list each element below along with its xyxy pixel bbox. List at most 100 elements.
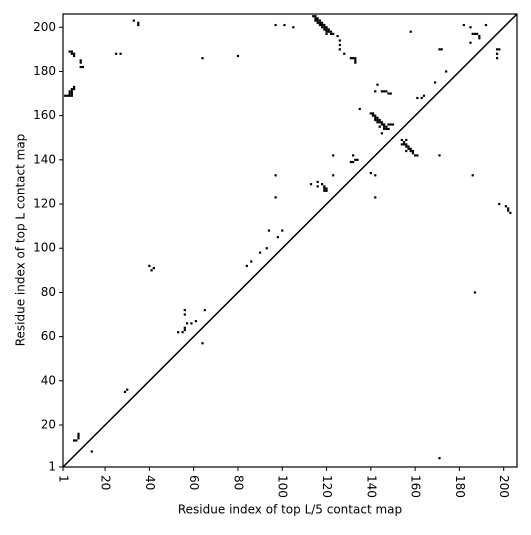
contact-cell <box>70 94 73 97</box>
contact-cell <box>150 269 153 272</box>
contact-cell <box>323 26 326 29</box>
y-axis-label: Residue index of top L contact map <box>14 134 28 347</box>
contact-cell <box>325 26 328 29</box>
contact-cell <box>387 123 390 126</box>
contact-cell <box>411 149 415 153</box>
x-tick-label: 140 <box>364 475 378 498</box>
contact-cell <box>323 28 326 31</box>
contact-cell <box>509 211 512 214</box>
y-tick-label: 140 <box>33 152 56 166</box>
contact-cell <box>349 57 353 60</box>
contact-cell <box>343 52 346 55</box>
contact-cell <box>433 81 437 84</box>
contact-cell <box>250 260 253 263</box>
contact-cell <box>405 138 408 142</box>
contact-cell <box>81 65 85 69</box>
contact-cell <box>316 19 319 22</box>
contact-cell <box>325 30 328 33</box>
contact-cell <box>177 331 180 334</box>
contact-cell <box>354 61 357 64</box>
contact-cell <box>478 37 481 40</box>
contact-cell <box>374 196 377 199</box>
contact-cell <box>281 229 284 232</box>
contact-cell <box>387 92 390 95</box>
contact-cell <box>68 50 71 53</box>
plot-frame <box>62 13 518 468</box>
contact-cell <box>318 23 322 27</box>
contact-cell <box>471 32 474 35</box>
contact-cell <box>75 439 78 442</box>
contact-cell <box>411 152 415 155</box>
y-tick-label: 80 <box>41 285 56 299</box>
contact-cell <box>325 32 328 35</box>
contact-cell <box>64 94 67 97</box>
contact-cell <box>507 209 510 212</box>
x-tick-label: 160 <box>409 475 423 498</box>
contact-cell <box>416 96 419 100</box>
y-tick-label: 200 <box>33 20 56 34</box>
contact-cell <box>321 26 324 29</box>
contact-cell <box>283 23 286 27</box>
contact-cell <box>405 145 408 148</box>
contact-cell <box>338 39 341 42</box>
y-tick-label: 60 <box>41 329 56 343</box>
contact-cell <box>329 30 333 33</box>
y-tick-label: 120 <box>33 197 56 211</box>
contact-cell <box>371 112 375 115</box>
contact-cell <box>476 32 479 35</box>
contact-cell <box>383 123 386 126</box>
contact-cell <box>378 118 381 122</box>
contact-cell <box>358 107 361 111</box>
contact-cell <box>90 450 93 453</box>
contact-cell <box>380 123 384 126</box>
contact-cell <box>376 121 379 124</box>
contact-cell <box>484 23 488 27</box>
contact-cell <box>378 121 381 124</box>
contact-cell <box>137 23 140 27</box>
contact-cell <box>438 457 441 460</box>
contact-cell <box>469 26 472 29</box>
contact-cell <box>478 34 481 38</box>
contact-cell <box>185 322 189 325</box>
contact-cell <box>201 57 204 60</box>
contact-cell <box>70 88 73 91</box>
contact-cell <box>352 160 355 164</box>
contact-cell <box>325 189 328 192</box>
contact-cell <box>414 154 417 157</box>
contact-cell <box>332 174 335 177</box>
contact-cell <box>323 189 326 192</box>
contact-cell <box>387 127 390 131</box>
contact-cell <box>274 23 277 27</box>
contact-cell <box>201 342 204 345</box>
contact-cell <box>77 434 80 438</box>
contact-cell <box>407 145 410 148</box>
y-tick-label: 40 <box>41 373 56 387</box>
contact-cell <box>70 50 73 53</box>
contact-cell <box>321 21 324 24</box>
contact-cell <box>380 132 384 135</box>
contact-cell <box>183 313 186 316</box>
contact-cell <box>245 264 248 268</box>
contact-cell <box>79 59 82 62</box>
contact-cell <box>258 251 262 254</box>
contact-cell <box>336 34 339 38</box>
contact-cell <box>405 149 408 153</box>
contact-cell <box>318 21 322 24</box>
y-tick-label: 180 <box>33 64 56 78</box>
contact-cell <box>115 52 118 55</box>
contact-cell <box>440 48 443 51</box>
contact-cell <box>316 185 319 188</box>
contact-cell <box>409 30 412 33</box>
y-tick-label: 100 <box>33 241 56 255</box>
contact-cell <box>183 328 186 332</box>
contact-cell <box>132 19 135 22</box>
contact-cell <box>325 28 328 31</box>
contact-cell <box>462 23 465 27</box>
contact-cell <box>402 141 406 144</box>
contact-cell <box>194 320 197 323</box>
contact-cell <box>374 174 377 177</box>
contact-cell <box>383 127 386 131</box>
contact-cell <box>374 118 377 122</box>
contact-cell <box>68 90 71 93</box>
contact-cell <box>374 116 377 119</box>
